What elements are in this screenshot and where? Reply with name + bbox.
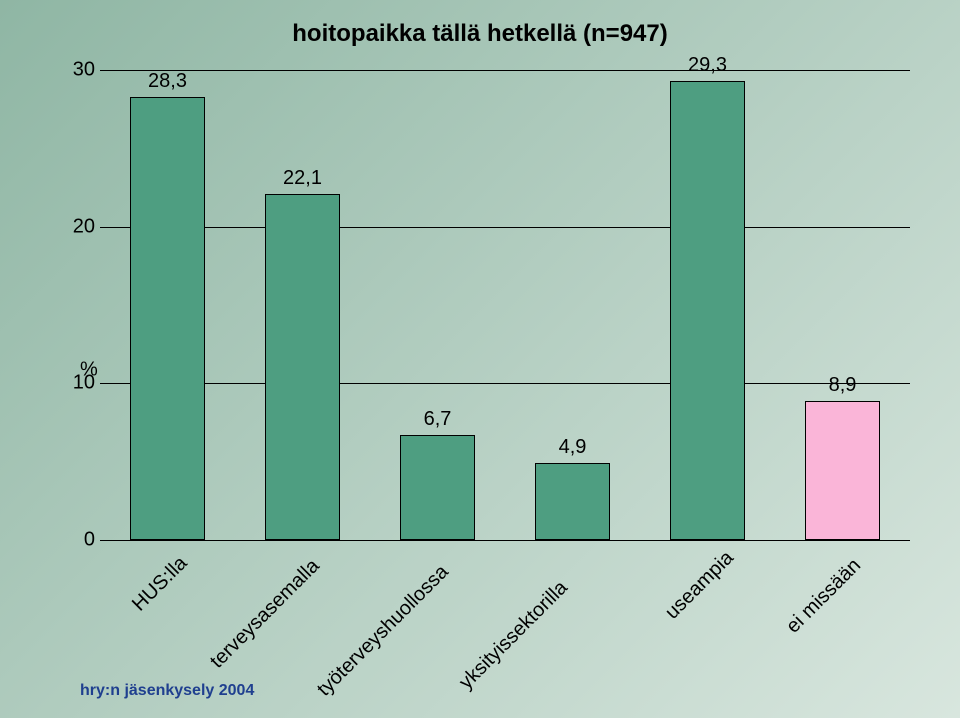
- y-tick-label: 20: [70, 215, 95, 238]
- bar-value-label: 22,1: [283, 167, 322, 190]
- y-tick-label: 30: [70, 59, 95, 82]
- gridline: [100, 383, 910, 384]
- x-tick-label: HUS:lla: [128, 553, 192, 617]
- chart-area: % 010203028,322,16,74,929,38,9: [70, 70, 910, 540]
- x-axis-labels: HUS:llaterveysasemallatyöterveyshuolloss…: [100, 545, 910, 665]
- x-tick-label: ei missään: [782, 554, 866, 638]
- x-tick-label: työterveyshuollossa: [313, 561, 453, 701]
- x-tick-label: terveysasemalla: [206, 555, 324, 673]
- gridline: [100, 540, 910, 541]
- bar-value-label: 28,3: [148, 70, 187, 93]
- bar: [400, 435, 474, 540]
- bar: [535, 463, 609, 540]
- gridline: [100, 70, 910, 71]
- x-tick-label: useampia: [661, 546, 739, 624]
- bar-value-label: 6,7: [424, 408, 452, 431]
- bar: [265, 194, 339, 540]
- gridline: [100, 227, 910, 228]
- x-tick-label: yksityissektorilla: [455, 577, 573, 695]
- slide: hoitopaikka tällä hetkellä (n=947) % 010…: [0, 0, 960, 718]
- bar: [130, 97, 204, 540]
- bar: [805, 401, 879, 540]
- bar-value-label: 8,9: [829, 374, 857, 397]
- bar-value-label: 29,3: [688, 54, 727, 77]
- y-tick-label: 0: [70, 529, 95, 552]
- chart-title: hoitopaikka tällä hetkellä (n=947): [0, 20, 960, 48]
- bar: [670, 81, 744, 540]
- plot-area: 010203028,322,16,74,929,38,9: [100, 70, 910, 540]
- bar-value-label: 4,9: [559, 436, 587, 459]
- y-tick-label: 10: [70, 372, 95, 395]
- footer-text: hry:n jäsenkysely 2004: [80, 682, 254, 700]
